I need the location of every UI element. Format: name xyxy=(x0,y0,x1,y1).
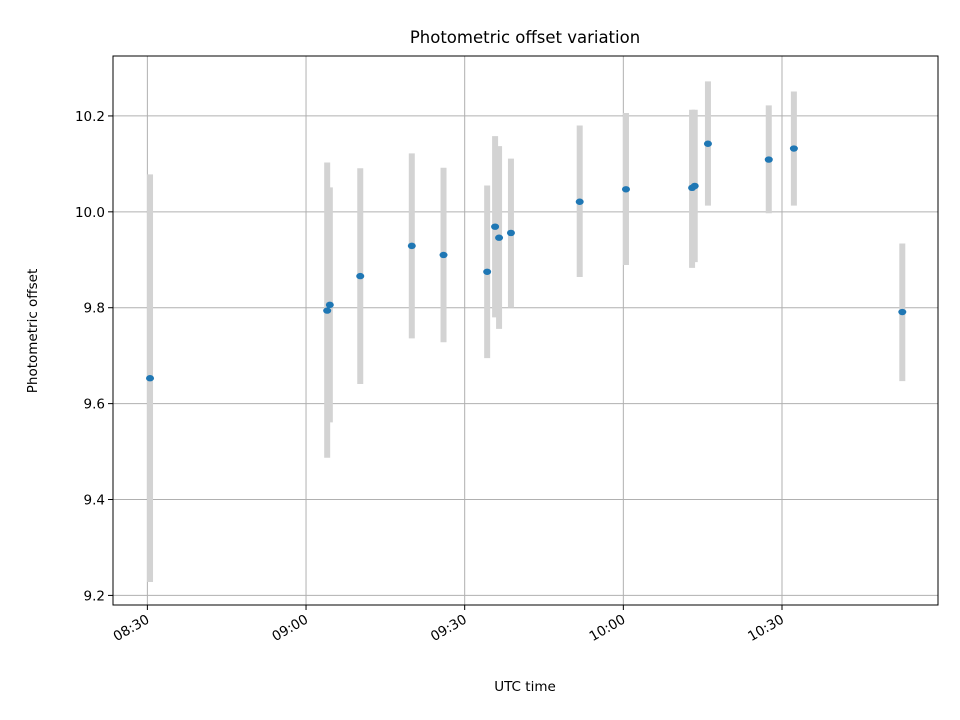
data-point xyxy=(621,186,630,193)
data-point xyxy=(407,242,416,250)
data-point xyxy=(439,251,448,259)
y-axis-ticks: 9.2 9.4 9.6 9.8 10.0 10.2 xyxy=(75,109,113,604)
y-tick-label: 10.0 xyxy=(75,205,105,221)
x-axis-label: UTC time xyxy=(494,679,556,695)
y-tick-label: 9.4 xyxy=(84,493,105,509)
data-point xyxy=(764,156,773,163)
data-point xyxy=(483,268,492,275)
chart-title: Photometric offset variation xyxy=(410,28,640,47)
data-point xyxy=(325,301,334,309)
y-tick-label: 10.2 xyxy=(75,109,105,125)
data-points xyxy=(146,140,907,382)
grid-lines xyxy=(113,56,938,605)
data-point xyxy=(703,140,712,147)
data-point xyxy=(323,307,332,314)
data-point xyxy=(575,198,584,205)
y-axis-label: Photometric offset xyxy=(25,269,41,393)
y-tick-label: 9.6 xyxy=(84,397,105,413)
data-point xyxy=(789,145,798,152)
plot-frame xyxy=(112,55,939,606)
data-point xyxy=(690,182,699,190)
data-point xyxy=(898,308,907,316)
data-point xyxy=(495,234,504,241)
y-tick-label: 9.2 xyxy=(84,588,105,604)
data-point xyxy=(506,229,515,237)
y-tick-label: 9.8 xyxy=(84,301,105,317)
data-point xyxy=(356,272,365,280)
data-point xyxy=(146,375,155,382)
data-point xyxy=(491,223,500,230)
